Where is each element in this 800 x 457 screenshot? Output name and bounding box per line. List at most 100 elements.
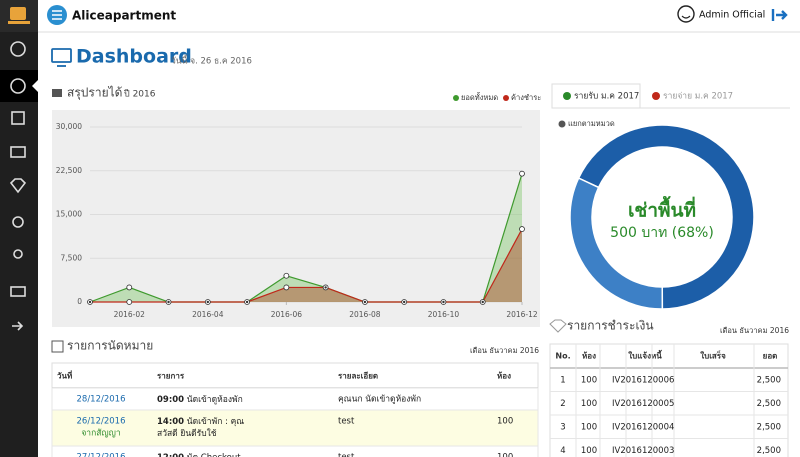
data-point <box>283 284 290 291</box>
sidebar <box>0 0 38 457</box>
y-tick-label: 7,500 <box>61 253 83 262</box>
appointment-room: 100 <box>497 417 513 427</box>
payment-cell: 100 <box>581 423 597 433</box>
tab: รายรับ ม.ค 2017 <box>574 92 639 102</box>
active-item <box>0 70 38 102</box>
sidebar-icons <box>9 41 27 331</box>
data-point <box>402 300 406 304</box>
user-name: Admin Official <box>699 10 765 21</box>
icon-logout[interactable] <box>12 321 24 331</box>
tab-icon <box>563 92 571 100</box>
appointment-date: 26/12/2016 <box>77 417 126 427</box>
appointment-text: สวัสดี ยินดีรับใช้ <box>157 428 217 439</box>
payment-cell: 2,500 <box>757 423 781 433</box>
table-header: วันที่ <box>57 370 72 381</box>
table-header: No. <box>555 352 570 361</box>
section-title: รายการนัดหมาย <box>67 339 153 353</box>
data-point <box>283 272 290 279</box>
header <box>38 0 800 32</box>
data-point <box>88 300 92 304</box>
table-row <box>51 409 539 447</box>
appointment-time: 09:00 <box>157 395 184 405</box>
appointment-detail: คุณนก นัดเข้าดูห้องพัก <box>338 394 421 405</box>
user-smile <box>681 15 691 19</box>
appointment-text: 14:00 นัดเข้าพัก : คุณ <box>157 416 244 427</box>
x-tick-label: 2016-08 <box>349 310 381 319</box>
user-icon[interactable] <box>677 5 695 23</box>
icon-user[interactable] <box>13 249 23 259</box>
payment-cell: 4 <box>560 446 565 456</box>
icon-calendar[interactable] <box>11 111 25 125</box>
data-point <box>126 299 133 305</box>
appointment-detail: test <box>338 417 355 427</box>
payment-cell: 2,500 <box>757 399 781 409</box>
appointment-date: 27/12/2016 <box>77 453 126 457</box>
y-tick-label: 0 <box>77 297 82 306</box>
donut-value: 500 บาท (68%) <box>610 225 714 241</box>
table-header: ใบแจ้งหนี้ <box>628 350 662 361</box>
donut-label: เช่าพื้นที่ <box>628 196 696 222</box>
page-title: Dashboard <box>76 46 192 68</box>
appointment-text: 09:00 นัดเข้าดูห้องพัก <box>157 394 243 405</box>
payment-cell: IV2016120005 <box>612 399 674 409</box>
appointment-text-line: นัดเข้าพัก : คุณ <box>187 416 245 427</box>
y-tick-label: 15,000 <box>56 210 82 219</box>
x-tick-label: 2016-10 <box>428 310 460 319</box>
data-point <box>206 300 210 304</box>
data-point <box>324 286 327 289</box>
icon-list[interactable] <box>10 146 26 158</box>
x-tick-label: 2016-06 <box>271 310 303 319</box>
payment-cell: 1 <box>560 376 565 386</box>
logout-button[interactable] <box>771 9 788 21</box>
data-point <box>519 226 525 232</box>
icon-laptop[interactable] <box>10 286 26 297</box>
table-header: รายละเอียด <box>338 371 378 381</box>
icon-cogs[interactable] <box>12 216 24 228</box>
legend-swatch <box>503 95 509 101</box>
x-tick-label: 2016-02 <box>114 310 146 319</box>
title-icon <box>51 48 72 63</box>
payment-cell: 100 <box>581 399 597 409</box>
page-subtitle: วันนี้ จ. 26 ธ.ค 2016 <box>171 55 252 67</box>
payments-icon <box>549 319 567 333</box>
table-header: ห้อง <box>497 371 511 381</box>
brand-icon-lines <box>52 10 62 20</box>
payment-cell: 2 <box>560 399 565 409</box>
payment-cell: IV2016120006 <box>612 376 674 386</box>
income-title: สรุปรายได้ <box>67 86 122 101</box>
icon-dashboard[interactable] <box>10 78 26 94</box>
data-point <box>245 300 249 304</box>
brand: Aliceapartment <box>72 9 176 23</box>
table-header: ใบเสร็จ <box>700 350 726 361</box>
data-point <box>442 300 445 304</box>
appointment-note: จากสัญญา <box>81 429 120 439</box>
note-icon <box>558 120 566 128</box>
section-title: รายการชำระเงิน <box>567 319 654 333</box>
y-tick-label: 22,500 <box>56 166 82 175</box>
payment-cell: 2,500 <box>757 446 781 456</box>
logo-base <box>8 21 30 24</box>
icon-diamond[interactable] <box>9 178 27 194</box>
data-point <box>481 300 484 304</box>
appointment-detail: test <box>338 453 355 457</box>
tab-icon <box>652 92 660 100</box>
section-month: เดือน ธันวาคม 2016 <box>720 326 789 335</box>
icon-smile[interactable] <box>10 41 26 57</box>
logo[interactable] <box>10 7 26 20</box>
appointment-room: 100 <box>497 453 513 457</box>
tab-note: แยกตามหมวด <box>568 119 615 128</box>
payment-cell: 100 <box>581 376 597 386</box>
data-point <box>363 300 367 304</box>
data-point <box>519 170 525 177</box>
appointments-icon <box>51 340 64 353</box>
section-month: เดือน ธันวาคม 2016 <box>470 346 539 355</box>
income-icon <box>52 89 62 97</box>
donut-segment <box>577 124 755 310</box>
appointment-text: 12:00 นัด Checkout <box>157 453 241 457</box>
table-header: รายการ <box>157 372 185 381</box>
appointment-time: 12:00 <box>157 453 184 457</box>
tab: รายจ่าย ม.ค 2017 <box>663 92 733 102</box>
active-arrow <box>32 80 38 92</box>
payment-cell: 2,500 <box>757 376 781 386</box>
